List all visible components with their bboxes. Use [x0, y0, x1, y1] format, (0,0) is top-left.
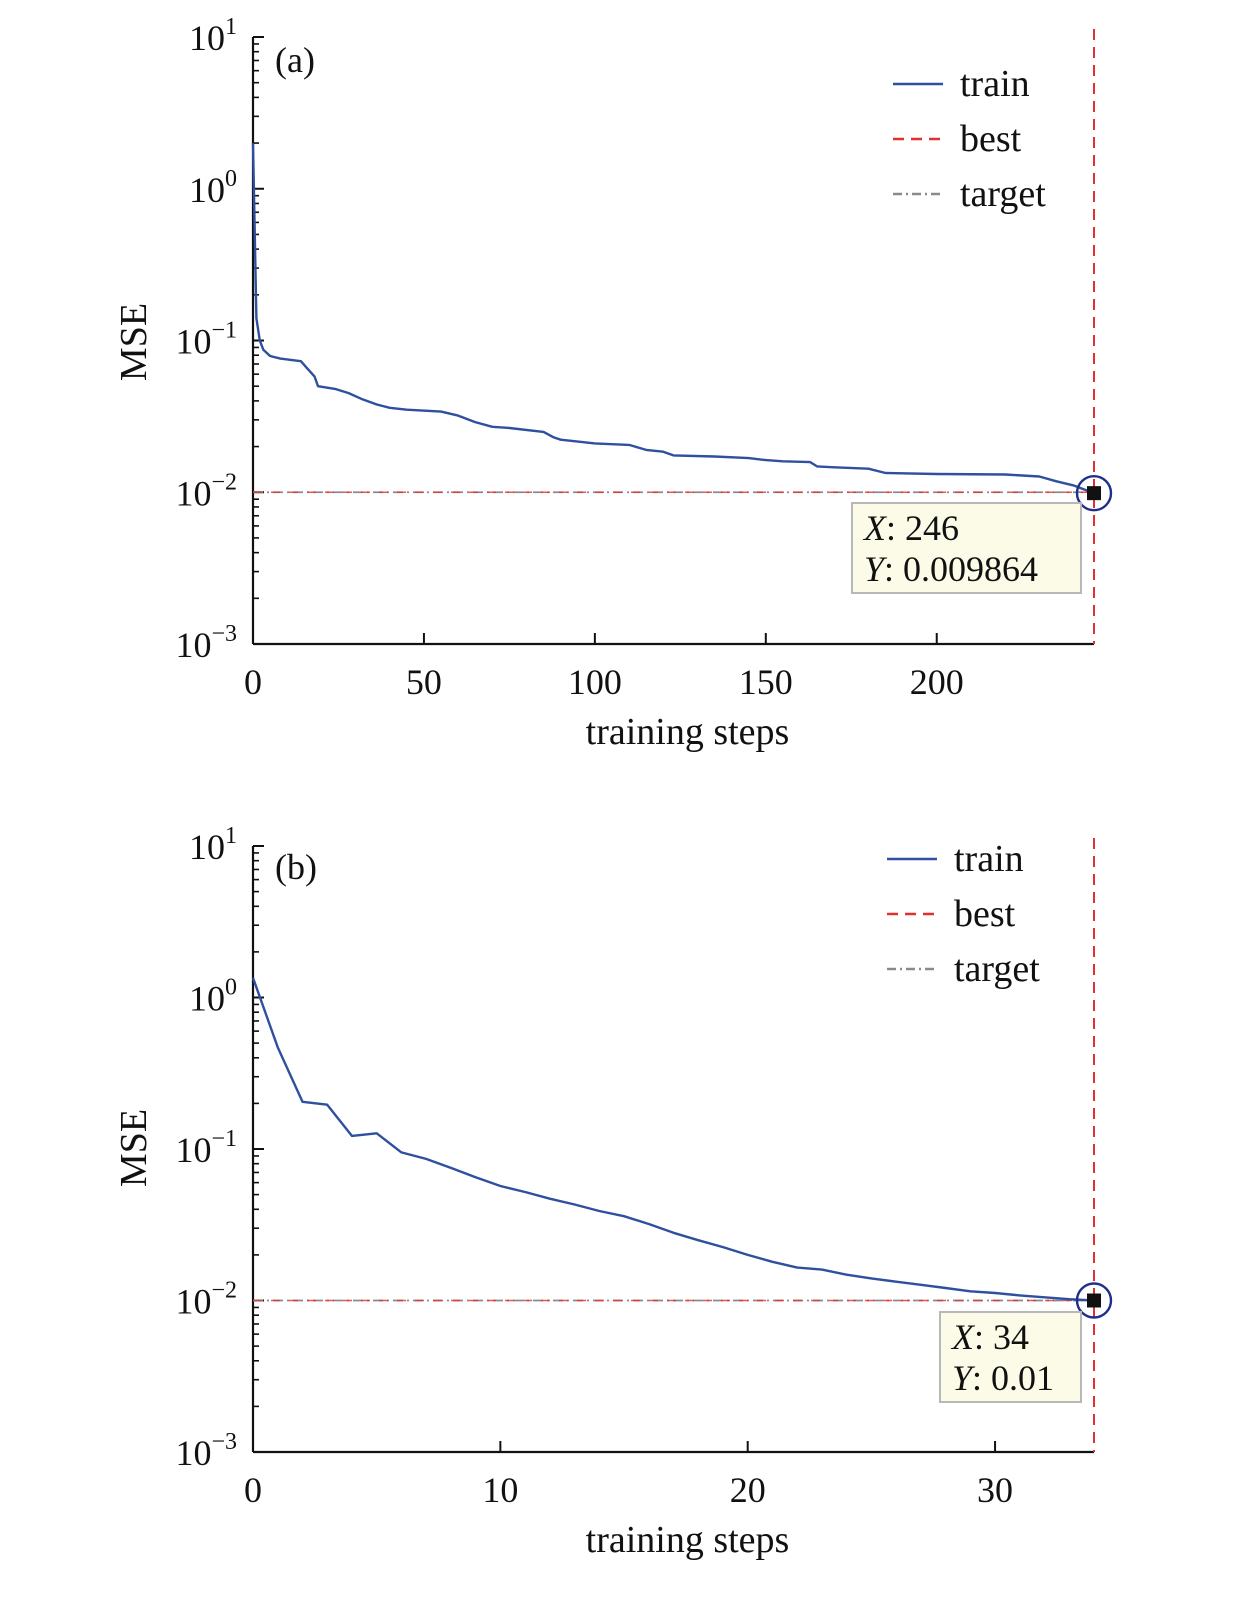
- datatip-y: Y: 0.01: [952, 1358, 1054, 1398]
- x-tick-label: 0: [244, 662, 262, 702]
- legend-label-train: train: [960, 63, 1030, 105]
- best-marker-circle: [1075, 474, 1113, 512]
- legend: train best target: [887, 838, 1040, 990]
- datatip-box: [939, 1311, 1082, 1403]
- x-tick-label: 150: [739, 662, 793, 702]
- legend-label-train: train: [954, 838, 1024, 880]
- x-tick-label: 20: [730, 1470, 766, 1510]
- train-line: [251, 143, 1095, 495]
- y-axis-title: MSE: [113, 1109, 155, 1187]
- y-tick-label: 10−2: [175, 1278, 237, 1322]
- x-tick-label: 200: [910, 662, 964, 702]
- y-tick-label: 101: [189, 823, 237, 867]
- y-tick-label: 10−1: [175, 1126, 237, 1170]
- datatip-x: X: 246: [862, 508, 959, 548]
- y-tick-label: 100: [189, 166, 237, 210]
- datatip: X: 34Y: 0.01: [939, 1311, 1082, 1403]
- legend-label-best: best: [954, 893, 1016, 935]
- y-tick-label: 101: [189, 14, 237, 58]
- panel-a: 101 100 10−1 10−2 10−30 50 100 150 200 training s…: [113, 14, 1113, 753]
- x-tick-label: 0: [244, 1470, 262, 1510]
- x-tick-label: 50: [406, 662, 442, 702]
- legend: train best target: [893, 63, 1046, 215]
- x-tick-label: 100: [568, 662, 622, 702]
- datatip-box: [851, 502, 1082, 594]
- x-tick-label: 30: [977, 1470, 1013, 1510]
- best-marker-circle: [1075, 1282, 1113, 1319]
- x-axis-title: training steps: [586, 711, 790, 753]
- legend-label-best: best: [960, 118, 1022, 160]
- datatip-y: Y: 0.009864: [864, 549, 1038, 589]
- y-tick-label: 10−3: [175, 621, 237, 665]
- panel-label: (b): [275, 847, 317, 887]
- y-tick-label: 10−1: [175, 318, 237, 362]
- best-marker-square: [1087, 1293, 1101, 1308]
- x-tick-label: 10: [482, 1470, 518, 1510]
- panel-label: (a): [275, 40, 315, 80]
- best-marker-square: [1087, 486, 1101, 501]
- y-tick-label: 10−2: [175, 469, 237, 513]
- legend-label-target: target: [954, 948, 1040, 990]
- legend-label-target: target: [960, 173, 1046, 215]
- y-tick-label: 10−3: [175, 1429, 237, 1473]
- x-axis-title: training steps: [586, 1519, 790, 1561]
- datatip-x: X: 34: [950, 1317, 1029, 1357]
- panel-b: 101 100 10−1 10−2 10−30 10 20 30 training steps M…: [113, 823, 1113, 1561]
- y-axis-title: MSE: [113, 303, 155, 381]
- train-line: [251, 977, 1095, 1302]
- y-tick-label: 100: [189, 975, 237, 1019]
